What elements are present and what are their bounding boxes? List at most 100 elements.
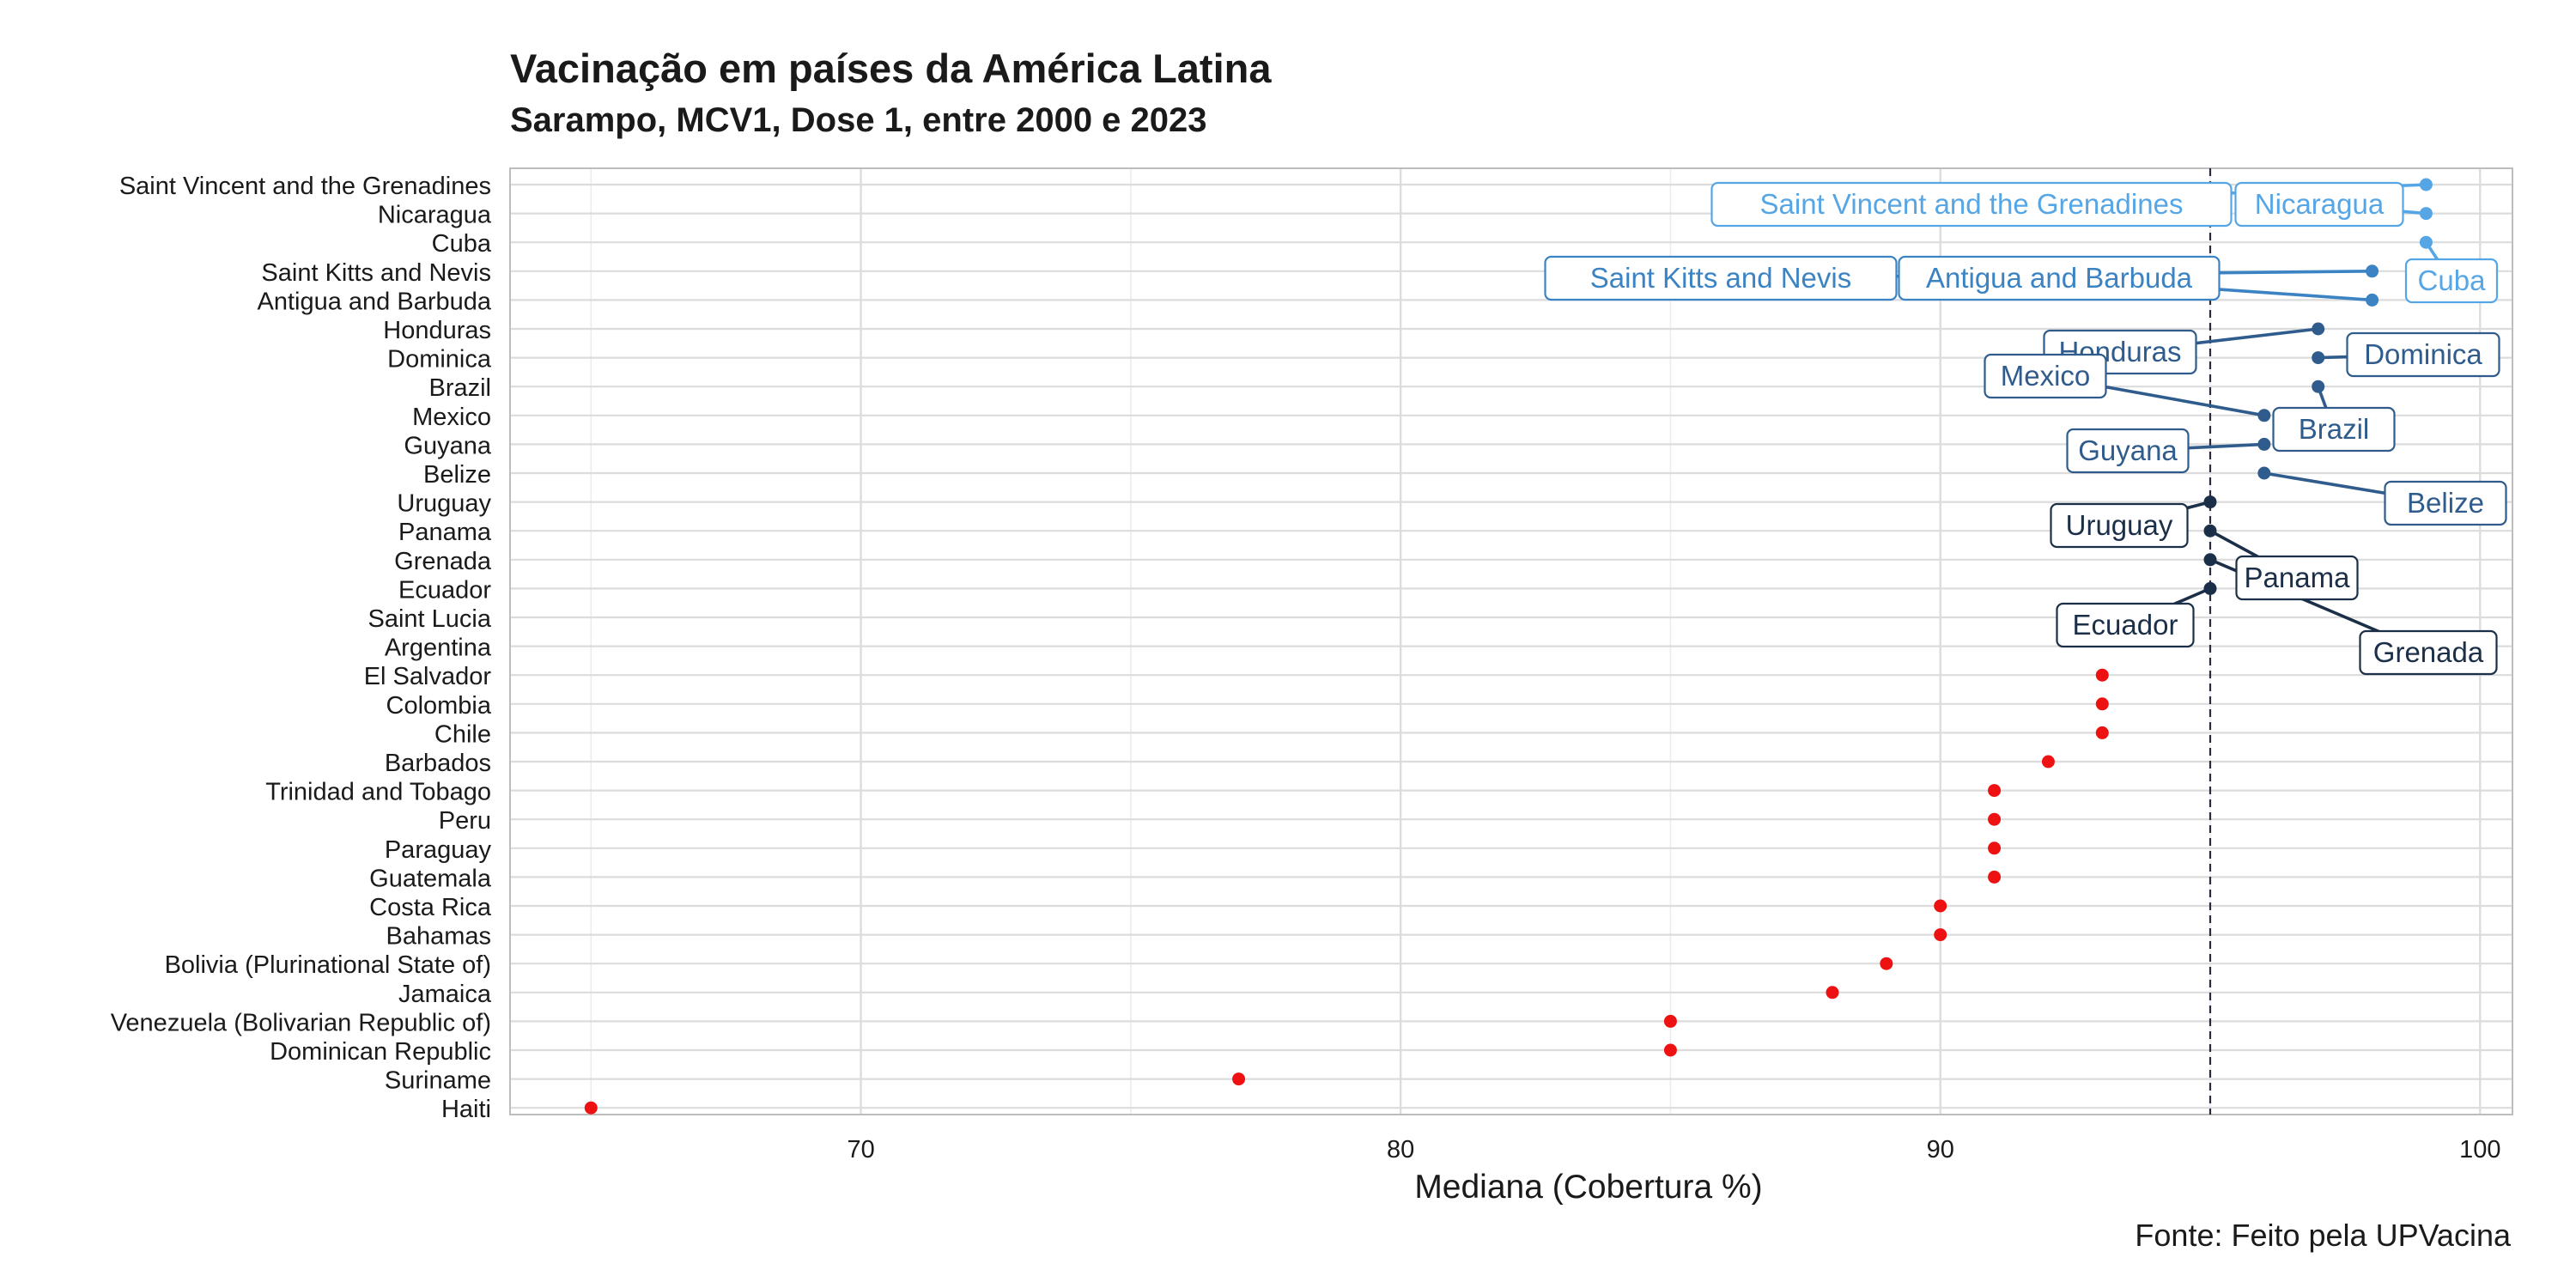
y-tick-label: Cuba xyxy=(432,230,492,258)
data-point-saint-vincent-and-the-grenadines xyxy=(2419,178,2433,191)
x-tick-label: 80 xyxy=(1387,1136,1414,1163)
data-point-belize xyxy=(2257,466,2271,480)
y-tick-label: Belize xyxy=(423,461,491,489)
point-label-box-belize xyxy=(2384,480,2507,526)
y-tick-label: Panama xyxy=(398,519,492,546)
y-tick-label: Peru xyxy=(439,807,491,835)
point-label-saint-vincent-and-the-grenadines: Saint Vincent and the Grenadines xyxy=(1760,188,2184,220)
x-tick-label: 70 xyxy=(847,1136,874,1163)
chart-caption: Fonte: Feito pela UPVacina xyxy=(2135,1218,2511,1253)
y-tick-label: Honduras xyxy=(383,317,491,344)
y-tick-label: Haiti xyxy=(441,1096,491,1123)
data-point-bahamas xyxy=(1934,928,1947,942)
y-tick-label: Guatemala xyxy=(369,865,492,892)
point-label-box-mexico xyxy=(1984,353,2107,399)
data-point-saint-kitts-and-nevis xyxy=(2366,264,2379,278)
data-point-haiti xyxy=(584,1101,598,1115)
y-tick-label: El Salvador xyxy=(364,663,492,690)
point-label-panama: Panama xyxy=(2245,562,2351,593)
data-point-chile xyxy=(2095,726,2109,739)
y-tick-label: Saint Kitts and Nevis xyxy=(261,259,491,287)
point-label-dominica: Dominica xyxy=(2364,338,2482,370)
y-tick-label: Venezuela (Bolivarian Republic of) xyxy=(111,1009,491,1036)
y-tick-label: Guyana xyxy=(404,432,491,459)
data-point-barbados xyxy=(2041,755,2055,769)
point-label-box-brazil xyxy=(2272,406,2396,453)
point-label-uruguay: Uruguay xyxy=(2066,509,2173,541)
data-point-guatemala xyxy=(1988,870,2002,884)
data-point-paraguay xyxy=(1988,841,2002,855)
data-point-panama xyxy=(2203,524,2217,538)
data-point-dominican-republic xyxy=(1663,1043,1677,1057)
data-point-cuba xyxy=(2419,235,2433,249)
axis-layer: Saint Vincent and the GrenadinesNicaragu… xyxy=(111,173,2501,1206)
x-axis-title: Mediana (Cobertura %) xyxy=(1414,1169,1762,1206)
point-label-antigua-and-barbuda: Antigua and Barbuda xyxy=(1926,262,2193,294)
y-tick-label: Argentina xyxy=(385,635,492,662)
y-tick-label: Suriname xyxy=(385,1067,491,1095)
point-label-brazil: Brazil xyxy=(2299,413,2370,445)
point-label-nicaragua: Nicaragua xyxy=(2255,188,2385,220)
y-tick-label: Paraguay xyxy=(385,836,492,864)
y-tick-label: Costa Rica xyxy=(369,894,492,921)
data-point-brazil xyxy=(2312,380,2325,393)
y-tick-label: Antigua and Barbuda xyxy=(258,288,492,315)
data-point-suriname xyxy=(1232,1072,1246,1086)
data-point-venezuela-bolivarian-republic-of xyxy=(1663,1014,1677,1028)
data-point-grenada xyxy=(2203,553,2217,567)
data-point-mexico xyxy=(2257,409,2271,422)
data-point-nicaragua xyxy=(2419,207,2433,221)
y-tick-label: Saint Lucia xyxy=(368,605,492,633)
data-point-costa-rica xyxy=(1934,899,1947,913)
data-point-antigua-and-barbuda xyxy=(2366,293,2379,307)
y-tick-label: Dominica xyxy=(387,346,492,374)
data-point-honduras xyxy=(2312,322,2325,336)
data-point-colombia xyxy=(2095,697,2109,711)
data-point-bolivia-plurinational-state-of xyxy=(1880,957,1893,970)
x-tick-label: 100 xyxy=(2459,1136,2500,1163)
data-point-guyana xyxy=(2257,437,2271,451)
y-tick-label: Uruguay xyxy=(397,490,491,518)
y-tick-label: Jamaica xyxy=(398,981,492,1008)
point-layer xyxy=(584,178,2433,1115)
y-tick-label: Chile xyxy=(434,720,491,748)
y-tick-label: Brazil xyxy=(428,374,491,402)
data-point-ecuador xyxy=(2203,581,2217,595)
point-label-grenada: Grenada xyxy=(2373,636,2484,668)
point-label-cuba: Cuba xyxy=(2418,264,2487,296)
data-point-uruguay xyxy=(2203,495,2217,509)
point-label-guyana: Guyana xyxy=(2078,434,2178,466)
y-tick-label: Dominican Republic xyxy=(270,1038,491,1066)
data-point-peru xyxy=(1988,812,2002,826)
chart-title: Vacinação em países da América Latina xyxy=(510,46,1272,91)
y-tick-label: Barbados xyxy=(385,750,491,777)
point-label-box-panama xyxy=(2235,555,2359,601)
point-label-belize: Belize xyxy=(2407,487,2484,519)
point-label-layer: Saint Vincent and the Grenadines Nicaragu… xyxy=(1544,181,2507,676)
data-point-el-salvador xyxy=(2095,668,2109,682)
chart-subtitle: Sarampo, MCV1, Dose 1, entre 2000 e 2023 xyxy=(510,101,1207,139)
y-tick-label: Colombia xyxy=(386,692,492,720)
y-tick-label: Bahamas xyxy=(386,923,491,951)
panel-border xyxy=(509,167,2513,1115)
point-label-box-ecuador xyxy=(2056,602,2195,648)
y-tick-label: Mexico xyxy=(412,404,491,431)
y-tick-label: Nicaragua xyxy=(378,202,492,229)
data-point-dominica xyxy=(2312,351,2325,365)
data-point-trinidad-and-tobago xyxy=(1988,784,2002,798)
y-tick-label: Ecuador xyxy=(398,576,491,604)
point-label-box-uruguay xyxy=(2050,502,2189,549)
y-tick-label: Trinidad and Tobago xyxy=(265,779,491,806)
point-label-ecuador: Ecuador xyxy=(2073,609,2178,641)
point-label-box-antigua-and-barbuda xyxy=(1898,255,2221,301)
point-label-box-grenada xyxy=(2359,629,2498,676)
point-label-box-guyana xyxy=(2066,428,2190,474)
y-tick-label: Bolivia (Plurinational State of) xyxy=(165,951,491,979)
grid-layer xyxy=(509,167,2513,1115)
point-label-box-saint-vincent-and-the-grenadines xyxy=(1710,181,2233,228)
x-tick-label: 90 xyxy=(1927,1136,1954,1163)
y-tick-label: Saint Vincent and the Grenadines xyxy=(119,173,491,200)
point-label-saint-kitts-and-nevis: Saint Kitts and Nevis xyxy=(1590,262,1851,294)
point-label-mexico: Mexico xyxy=(2001,360,2091,392)
data-point-jamaica xyxy=(1826,986,1839,999)
